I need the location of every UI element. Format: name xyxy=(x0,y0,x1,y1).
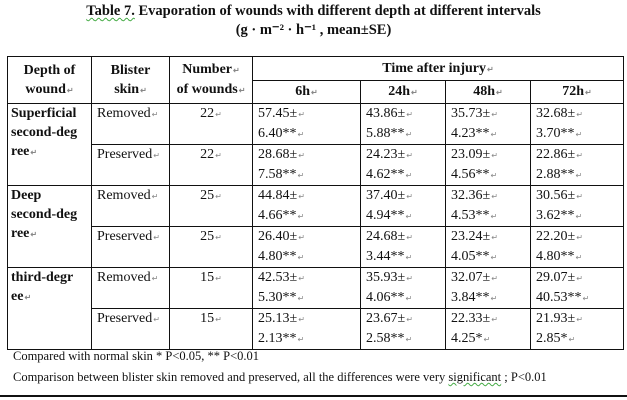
table-row: Preserved1525.13±2.13**23.67±2.58**22.33… xyxy=(8,308,624,350)
value-cell: 29.07±40.53** xyxy=(530,267,624,309)
wound-count-cell: 22 xyxy=(169,144,253,186)
value-cell: 32.07±3.84** xyxy=(445,267,531,309)
table-row: Preserved2526.40±4.80**24.68±3.44**23.24… xyxy=(8,226,624,268)
value-cell: 35.73±4.23** xyxy=(445,103,531,145)
value-cell: 37.40±4.94** xyxy=(360,185,446,227)
wound-count-cell: 22 xyxy=(169,103,253,145)
value-cell: 44.84±4.66** xyxy=(252,185,361,227)
value-cell: 42.53±5.30** xyxy=(252,267,361,309)
value-cell: 24.23±4.62** xyxy=(360,144,446,186)
blister-skin-cell: Removed xyxy=(91,103,170,145)
value-cell: 22.86±2.88** xyxy=(530,144,624,186)
header-interval: 6h xyxy=(252,80,361,104)
value-cell: 32.68±3.70** xyxy=(530,103,624,145)
table-title-text: Evaporation of wounds with different dep… xyxy=(138,3,541,19)
value-cell: 28.68±7.58** xyxy=(252,144,361,186)
footnote-comparison: Comparison between blister skin removed … xyxy=(13,370,547,384)
value-cell: 32.36±4.53** xyxy=(445,185,531,227)
header-interval: 72h xyxy=(530,80,624,104)
value-cell: 25.13±2.13** xyxy=(252,308,361,350)
wound-count-cell: 25 xyxy=(169,226,253,268)
value-cell: 22.33±4.25* xyxy=(445,308,531,350)
value-cell: 35.93±4.06** xyxy=(360,267,446,309)
table-units: (g · m⁻² · h⁻¹ , mean±SE) xyxy=(235,22,392,38)
value-cell: 30.56±3.62** xyxy=(530,185,624,227)
blister-skin-cell: Removed xyxy=(91,267,170,309)
blister-skin-cell: Preserved xyxy=(91,144,170,186)
header-time: Time after injury xyxy=(252,56,624,81)
header-number: Numberof wounds xyxy=(169,56,253,104)
header-interval: 24h xyxy=(360,80,446,104)
depth-cell: Superficial second-deg ree xyxy=(7,103,92,186)
value-cell: 22.20±4.80** xyxy=(530,226,624,268)
value-cell: 57.45±6.40** xyxy=(252,103,361,145)
header-depth: Depth of wound xyxy=(7,56,92,104)
value-cell: 21.93±2.85* xyxy=(530,308,624,350)
table-title: Table 7. Evaporation of wounds with diff… xyxy=(0,3,627,20)
table-row: Preserved2228.68±7.58**24.23±4.62**23.09… xyxy=(8,144,624,186)
table-row: third-degreeRemoved1542.53±5.30**35.93±4… xyxy=(7,267,624,350)
table-label: Table 7. xyxy=(86,3,135,19)
depth-cell: third-degr ee xyxy=(7,267,92,350)
value-cell: 23.67±2.58** xyxy=(360,308,446,350)
wound-count-cell: 15 xyxy=(169,308,253,350)
bottom-rule xyxy=(0,395,627,397)
blister-skin-cell: Removed xyxy=(91,185,170,227)
header-blister: Blister skin xyxy=(91,56,170,104)
value-cell: 26.40±4.80** xyxy=(252,226,361,268)
value-cell: 23.09±4.56** xyxy=(445,144,531,186)
blister-skin-cell: Preserved xyxy=(91,308,170,350)
wound-count-cell: 15 xyxy=(169,267,253,309)
value-cell: 43.86±5.88** xyxy=(360,103,446,145)
blister-skin-cell: Preserved xyxy=(91,226,170,268)
value-cell: 24.68±3.44** xyxy=(360,226,446,268)
table-row: Deepsecond-degreeRemoved2544.84±4.66**37… xyxy=(7,185,624,268)
wound-count-cell: 25 xyxy=(169,185,253,227)
value-cell: 23.24±4.05** xyxy=(445,226,531,268)
table-row: Superficialsecond-degreeRemoved2257.45±6… xyxy=(7,103,624,186)
header-interval: 48h xyxy=(445,80,531,104)
footnote-significance: Compared with normal skin * P<0.05, ** P… xyxy=(13,349,260,363)
depth-cell: Deep second-deg ree xyxy=(7,185,92,268)
